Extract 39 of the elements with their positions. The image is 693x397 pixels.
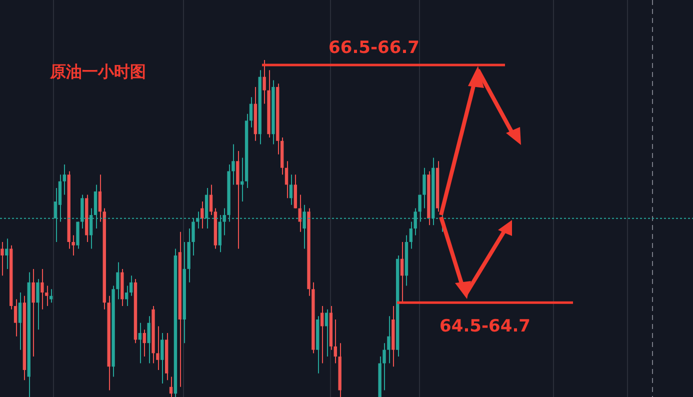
candlestick [32,268,35,358]
candlestick [14,298,18,337]
candlestick [382,342,386,391]
candlestick [324,308,328,358]
candlestick [0,241,4,276]
text: 66.5-66.7 [328,38,420,58]
candlestick [387,316,390,364]
candlestick [156,326,160,371]
candlestick [160,332,164,384]
candlestick [422,167,426,209]
candlestick [298,194,302,232]
annotation: 64.5-64.7 [440,316,530,337]
candlestick [400,241,404,304]
candlestick [138,322,142,364]
candlestick [284,160,288,199]
candlestick [76,221,80,250]
chart-title: 原油一小时图 [49,62,146,82]
candlestick [5,238,8,270]
candlestick [125,285,128,307]
candlestick [236,150,240,250]
candlestick [409,221,413,250]
candlestick [62,164,66,196]
candlestick [334,318,337,364]
candlestick [98,174,102,222]
candlestick [49,288,53,304]
candlestick [142,329,146,358]
candlestick [209,184,213,216]
candlestick [262,60,266,104]
candlestick [169,376,173,397]
candlestick [147,316,150,364]
candlestick [294,174,298,209]
candlestick [289,174,293,206]
candlestick [320,306,324,364]
candlestick [36,278,40,330]
candlestick [200,201,204,229]
candlestick [45,285,48,307]
candlestick [40,268,44,310]
candlestick [18,292,22,350]
candlestick [116,262,120,300]
